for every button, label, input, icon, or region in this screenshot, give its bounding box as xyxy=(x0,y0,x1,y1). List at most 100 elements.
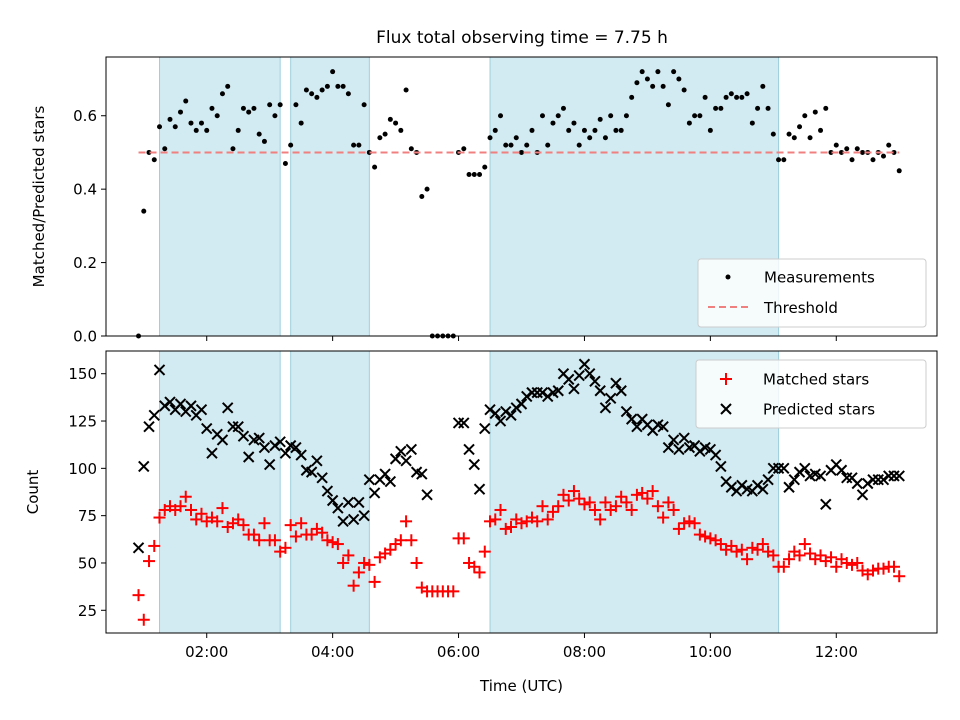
measurement-point xyxy=(408,146,414,152)
predicted-point xyxy=(384,475,397,488)
measurement-point xyxy=(623,113,629,119)
predicted-point xyxy=(589,375,601,387)
predicted-point xyxy=(353,496,365,509)
measurement-point xyxy=(356,142,362,148)
predicted-point xyxy=(814,470,827,482)
y-tick-label: 0.2 xyxy=(73,254,97,272)
predicted-point xyxy=(662,441,675,454)
measurement-point xyxy=(508,142,514,148)
measurement-point xyxy=(697,113,703,119)
predicted-point xyxy=(667,434,680,446)
matched-point xyxy=(804,547,817,560)
measurement-point xyxy=(807,135,813,141)
measurement-point xyxy=(791,135,797,141)
matched-point xyxy=(588,503,601,516)
measurement-point xyxy=(760,83,766,89)
predicted-point xyxy=(258,441,271,454)
matched-point xyxy=(331,538,344,551)
predicted-point xyxy=(305,466,318,478)
matched-point xyxy=(478,545,491,558)
observing-span-1 xyxy=(159,56,281,337)
measurement-point xyxy=(167,116,173,122)
observing-span-1 xyxy=(159,350,281,634)
measurement-point xyxy=(539,113,545,119)
measurement-point xyxy=(550,120,556,126)
predicted-point xyxy=(793,466,806,478)
matched-point xyxy=(567,485,580,498)
matched-point xyxy=(305,528,318,541)
matched-point xyxy=(552,500,565,513)
measurement-point xyxy=(644,76,650,82)
top-y-ticks: 0.0 0.2 0.4 0.6 xyxy=(73,107,106,346)
predicted-point xyxy=(148,409,160,422)
measurement-point xyxy=(303,87,309,93)
predicted-point xyxy=(542,390,554,403)
measurement-point xyxy=(277,102,283,108)
matched-point xyxy=(609,500,622,513)
measurement-point xyxy=(770,131,776,137)
top-y-axis-label: Matched/Predicted stars xyxy=(30,106,48,288)
predicted-point xyxy=(610,377,622,389)
matched-point xyxy=(730,545,743,558)
matched-point xyxy=(132,589,145,602)
measurement-point xyxy=(288,142,294,148)
predicted-point xyxy=(788,473,801,486)
measurement-point xyxy=(240,105,246,111)
matched-point xyxy=(599,496,612,509)
predicted-point xyxy=(337,515,349,528)
measurement-point xyxy=(634,80,640,86)
matched-point xyxy=(405,534,418,547)
measurement-point xyxy=(141,208,147,214)
measurement-point xyxy=(487,135,493,141)
measurement-point xyxy=(613,127,619,133)
predicted-point xyxy=(494,415,507,427)
matched-point xyxy=(284,519,297,532)
predicted-point xyxy=(395,445,407,458)
measurement-point xyxy=(786,131,792,137)
measurement-point xyxy=(282,160,288,166)
measurement-point xyxy=(492,127,498,133)
matched-point xyxy=(756,538,769,551)
matched-point xyxy=(751,543,764,556)
matched-point xyxy=(840,556,853,569)
measurement-point xyxy=(477,171,483,177)
measurement-point xyxy=(324,83,330,89)
predicted-point xyxy=(715,460,727,473)
measurement-point xyxy=(214,113,220,119)
predicted-point xyxy=(358,509,370,522)
legend-measurements-marker xyxy=(725,274,731,280)
matched-point xyxy=(237,519,250,532)
predicted-point xyxy=(888,470,900,482)
legend-predicted-label: Predicted stars xyxy=(763,401,875,419)
measurement-point xyxy=(471,171,477,177)
matched-point xyxy=(337,556,350,569)
matched-point xyxy=(830,560,843,573)
predicted-point xyxy=(347,513,360,526)
measurement-point xyxy=(744,91,750,97)
bottom-axes-frame xyxy=(105,350,938,634)
predicted-point xyxy=(867,473,879,486)
predicted-point xyxy=(678,432,690,444)
predicted-point xyxy=(463,443,475,456)
predicted-point xyxy=(856,489,869,501)
matched-point xyxy=(410,556,423,569)
predicted-point xyxy=(316,472,328,484)
matched-point xyxy=(846,558,859,571)
predicted-point xyxy=(206,447,218,459)
measurement-point xyxy=(818,127,824,133)
measurement-point xyxy=(860,149,866,155)
measurement-point xyxy=(309,91,315,97)
measurement-point xyxy=(776,157,782,163)
legend-matched-marker xyxy=(720,373,732,385)
predicted-point xyxy=(599,402,612,414)
predicted-point xyxy=(694,445,706,458)
measurement-point xyxy=(330,69,336,75)
matched-point xyxy=(179,490,192,503)
measurement-point xyxy=(597,116,603,122)
matched-point xyxy=(279,541,292,554)
predicted-point xyxy=(772,462,785,475)
predicted-point xyxy=(332,502,344,514)
top-legend-box xyxy=(697,258,927,328)
predicted-point xyxy=(421,489,433,501)
